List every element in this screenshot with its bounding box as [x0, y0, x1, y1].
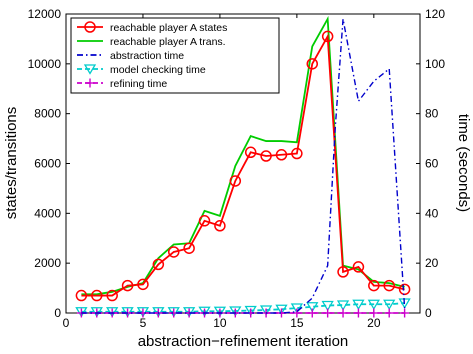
data-point-4: [292, 308, 302, 318]
data-point-0: [244, 146, 257, 159]
series-2: [81, 18, 406, 314]
data-point-3: [259, 305, 273, 316]
data-point-0: [121, 279, 134, 292]
data-point-4: [323, 308, 333, 318]
y-right-tick-label: 40: [425, 206, 439, 220]
data-point-0: [198, 215, 211, 227]
data-point-0: [106, 289, 118, 302]
labels-group: abstraction−refinement iteration states/…: [3, 107, 472, 350]
y-left-tick-label: 10000: [28, 57, 62, 71]
legend-label: reachable player A states: [110, 22, 227, 34]
legend-marker: [85, 78, 95, 88]
data-point-3: [136, 307, 150, 318]
data-point-0: [306, 58, 319, 70]
data-point-3: [213, 306, 227, 318]
y-right-tick-label: 20: [425, 256, 439, 270]
data-point-3: [198, 306, 211, 318]
data-point-0: [383, 279, 395, 292]
series-line-0: [81, 33, 405, 297]
data-point-0: [229, 175, 242, 187]
data-point-4: [338, 308, 348, 318]
data-point-3: [290, 303, 304, 314]
data-point-0: [368, 279, 380, 292]
legend-marker: [83, 64, 97, 75]
data-point-3: [152, 307, 165, 318]
data-point-4: [369, 308, 379, 318]
data-point-0: [260, 150, 272, 162]
axes-group: 0 5 10 15 20 0 2000 4000 6000 8000 10000 12000 0 20 40…: [28, 7, 446, 330]
data-point-0: [167, 246, 180, 258]
y-right-tick-label: 60: [425, 157, 439, 171]
data-point-4: [400, 308, 410, 318]
legend-label: abstraction time: [110, 50, 184, 62]
data-point-4: [307, 308, 317, 318]
data-point-0: [183, 242, 195, 254]
series-group: [75, 15, 411, 318]
y-axis-right-label: time (seconds): [455, 114, 472, 212]
legend-label: model checking time: [110, 64, 206, 76]
data-point-0: [152, 258, 165, 271]
data-point-3: [121, 307, 134, 318]
y-left-tick-label: 0: [54, 306, 61, 320]
data-point-0: [291, 147, 303, 160]
data-point-3: [367, 299, 380, 311]
y-left-tick-label: 12000: [28, 7, 62, 21]
data-point-0: [75, 289, 88, 302]
data-point-0: [337, 266, 349, 278]
y-right-tick-label: 0: [425, 306, 432, 320]
data-point-0: [398, 283, 411, 296]
legend: reachable player A states reachable playe…: [70, 17, 280, 94]
data-point-3: [75, 307, 88, 318]
data-point-4: [384, 308, 394, 318]
x-tick-label: 15: [290, 316, 304, 330]
data-point-0: [275, 149, 288, 161]
series-0: [75, 30, 411, 302]
data-point-3: [383, 299, 396, 311]
data-point-0: [137, 278, 149, 291]
y-axis-left-label: states/transitions: [3, 107, 20, 220]
series-line-3: [81, 302, 405, 313]
data-point-3: [167, 307, 180, 318]
legend-label: reachable player A trans.: [110, 36, 226, 48]
legend-box: [70, 17, 280, 94]
x-axis-label: abstraction−refinement iteration: [138, 333, 349, 349]
data-point-3: [336, 300, 350, 311]
data-point-3: [275, 304, 288, 316]
x-tick-label: 5: [140, 316, 147, 330]
y-left-tick-label: 6000: [34, 157, 61, 171]
data-point-3: [90, 307, 103, 318]
y-left-tick-label: 4000: [34, 206, 61, 220]
legend-label: refining time: [110, 78, 167, 90]
y-right-tick-label: 100: [425, 57, 445, 71]
y-right-tick-label: 120: [425, 7, 445, 21]
data-point-3: [306, 302, 319, 313]
y-left-tick-label: 8000: [34, 107, 61, 121]
data-point-3: [352, 299, 365, 311]
data-point-3: [321, 300, 334, 312]
data-point-3: [182, 307, 196, 318]
x-tick-label: 0: [63, 316, 70, 330]
data-point-0: [91, 289, 103, 302]
data-point-3: [106, 307, 119, 318]
data-point-3: [244, 305, 257, 317]
x-tick-label: 20: [367, 316, 381, 330]
series-line-2: [81, 18, 406, 314]
y-left-tick-label: 2000: [34, 256, 61, 270]
data-point-3: [229, 306, 242, 317]
y-right-tick-label: 80: [425, 107, 439, 121]
data-point-4: [353, 308, 363, 318]
x-tick-label: 10: [213, 316, 227, 330]
data-point-0: [352, 261, 365, 273]
data-point-0: [321, 30, 334, 43]
legend-marker: [84, 21, 96, 33]
data-point-0: [214, 220, 226, 232]
